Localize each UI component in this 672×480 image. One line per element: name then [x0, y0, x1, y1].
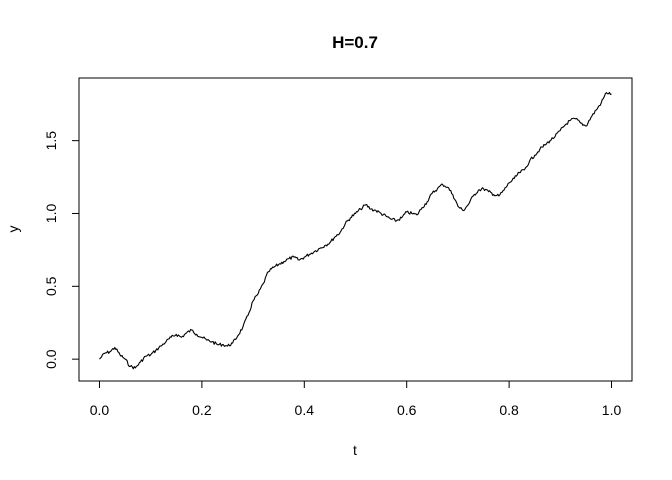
y-axis-label: y: [5, 226, 21, 233]
x-axis: 0.0 0.2 0.4 0.6 0.8 1.0: [90, 380, 622, 418]
x-axis-label: t: [353, 442, 357, 458]
chart-title: H=0.7: [332, 33, 378, 52]
x-tick-label: 0.8: [499, 402, 519, 418]
y-tick-label: 0.5: [43, 276, 59, 296]
x-tick-label: 0.0: [90, 402, 110, 418]
y-tick-label: 1.0: [43, 204, 59, 224]
y-tick-label: 1.5: [43, 131, 59, 151]
y-tick-label: 0.0: [43, 349, 59, 369]
y-axis: 0.0 0.5 1.0 1.5: [43, 131, 80, 369]
x-tick-label: 0.2: [192, 402, 212, 418]
x-tick-label: 0.4: [295, 402, 315, 418]
x-tick-label: 0.6: [397, 402, 417, 418]
series-line: [99, 91, 612, 370]
plot-frame: [78, 77, 633, 382]
x-tick-label: 1.0: [602, 402, 622, 418]
